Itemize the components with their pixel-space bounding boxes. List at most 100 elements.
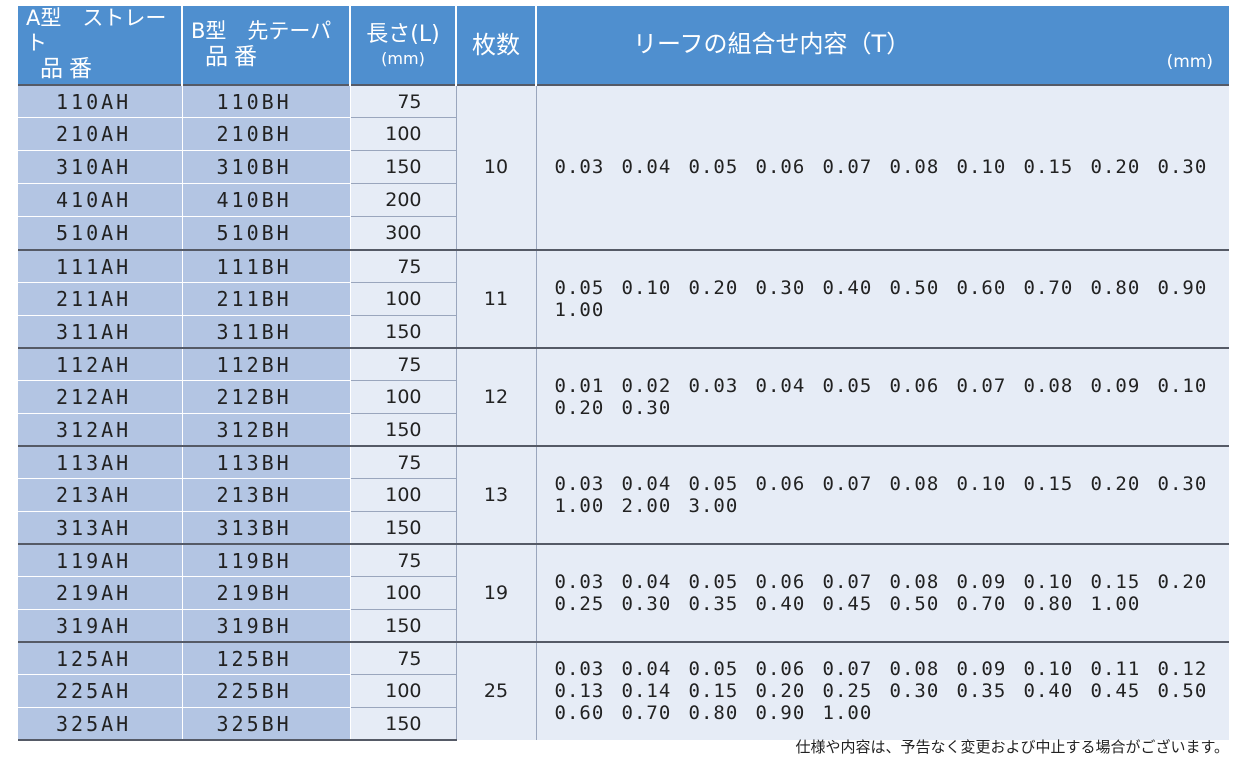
leaf-thickness: 0.20 (1090, 472, 1141, 495)
header-b-sub: 品番 (205, 43, 263, 70)
b-type-code: 219BH (182, 576, 351, 611)
leaf-thickness: 0.05 (688, 658, 739, 681)
leaf-thickness: 0.05 (688, 156, 739, 179)
leaf-thickness: 0.90 (755, 702, 806, 725)
a-type-code: 210AH (18, 117, 183, 152)
leaf-thickness: 0.05 (822, 374, 873, 397)
leaf-thickness: 0.10 (1023, 570, 1074, 593)
leaf-thickness: 0.07 (822, 472, 873, 495)
header-a-type: A型 ストレート 品番 (18, 6, 183, 85)
leaf-thickness: 0.45 (1090, 680, 1141, 703)
b-type-code: 213BH (182, 478, 351, 513)
leaf-thickness: 0.30 (1157, 156, 1208, 179)
leaf-thickness: 0.80 (1090, 276, 1141, 299)
header-b-type: B型 先テーパ 品番 (182, 6, 351, 85)
a-type-code: 111AH (18, 248, 183, 284)
b-type-code: 310BH (182, 150, 351, 185)
table-row: 319AH 319BH 150 (18, 609, 1229, 643)
leaf-thickness: 0.02 (621, 374, 672, 397)
leaf-thickness: 0.60 (956, 276, 1007, 299)
length-value: 100 (350, 674, 457, 709)
length-value: 100 (350, 576, 457, 611)
b-type-code: 113BH (182, 444, 351, 480)
length-value: 100 (350, 282, 457, 317)
leaf-thickness: 0.10 (956, 156, 1007, 179)
leaf-thickness: 0.03 (554, 156, 605, 179)
leaf-thickness: 0.50 (889, 276, 940, 299)
length-value: 150 (350, 150, 457, 185)
table-body: 110AH 110BH 75 10 0.03 0.04 0.05 0.06 0.07 0.08 0.… (18, 83, 1230, 741)
leaf-thickness: 0.40 (1023, 680, 1074, 703)
leaf-thickness: 0.04 (621, 570, 672, 593)
leaf-thickness: 0.30 (889, 680, 940, 703)
leaf-line: 0.25 0.30 0.35 0.40 0.45 0.50 0.70 0.80 1.00 (555, 593, 1230, 615)
b-type-code: 125BH (182, 640, 351, 676)
leaf-thickness: 0.10 (621, 276, 672, 299)
leaf-thickness: 0.09 (1090, 374, 1141, 397)
a-type-code: 410AH (18, 183, 183, 218)
leaf-thickness: 0.15 (1023, 472, 1074, 495)
length-value: 150 (350, 707, 457, 741)
a-type-code: 125AH (18, 640, 183, 676)
leaf-thickness: 0.30 (1157, 472, 1208, 495)
leaf-thickness: 0.30 (621, 592, 672, 615)
length-value: 150 (350, 413, 457, 447)
leaf-thickness: 0.06 (755, 570, 806, 593)
leaf-thickness: 0.80 (1023, 592, 1074, 615)
leaf-thickness: 0.12 (1157, 658, 1208, 681)
header-a-sub: 品番 (40, 56, 98, 83)
leaf-thickness: 2.00 (621, 494, 672, 517)
a-type-code: 113AH (18, 444, 183, 480)
table-row: 410AH 410BH 200 (18, 183, 1229, 218)
leaf-thickness: 0.20 (688, 276, 739, 299)
leaf-thickness: 0.06 (755, 156, 806, 179)
header-combo-unit: (mm) (1166, 52, 1213, 72)
leaf-line: 0.20 0.30 (555, 397, 1230, 419)
leaf-line: 0.03 0.04 0.05 0.06 0.07 0.08 0.10 0.15 0.20 0.30 (555, 473, 1230, 495)
length-value: 75 (350, 444, 457, 480)
a-type-code: 213AH (18, 478, 183, 513)
leaf-thickness: 0.30 (621, 396, 672, 419)
length-value: 150 (350, 609, 457, 643)
leaf-thickness: 0.45 (822, 592, 873, 615)
leaf-combination: 0.03 0.04 0.05 0.06 0.07 0.08 0.09 0.10 0.11 0.12… (536, 640, 1229, 740)
leaf-thickness: 0.07 (822, 570, 873, 593)
header-length: 長さ(L) (mm) (350, 6, 457, 85)
length-value: 75 (350, 346, 457, 382)
leaf-thickness: 0.08 (889, 658, 940, 681)
a-type-code: 510AH (18, 216, 183, 251)
header-b-type-label: B型 先テーパ (191, 18, 332, 43)
leaf-thickness: 3.00 (688, 494, 739, 517)
leaf-thickness: 0.09 (956, 570, 1007, 593)
leaf-thickness: 0.25 (554, 592, 605, 615)
a-type-code: 313AH (18, 511, 183, 545)
leaf-thickness: 0.14 (621, 680, 672, 703)
leaf-thickness: 0.80 (688, 702, 739, 725)
leaf-thickness: 0.04 (621, 156, 672, 179)
leaf-line: 1.00 2.00 3.00 (555, 495, 1230, 517)
table-row: 119AH 119BH 75 19 0.03 0.04 0.05 0.06 0.07 0.08 0.… (18, 542, 1229, 642)
leaf-thickness: 0.40 (755, 592, 806, 615)
a-type-code: 311AH (18, 315, 183, 349)
length-value: 200 (350, 183, 457, 218)
leaf-line: 0.03 0.04 0.05 0.06 0.07 0.08 0.09 0.10 0.15 0.20 (555, 571, 1230, 593)
leaf-line: 0.03 0.04 0.05 0.06 0.07 0.08 0.10 0.15 0.20 0.30 (555, 156, 1230, 178)
b-type-code: 313BH (182, 511, 351, 545)
table-row: 219AH 219BH 100 (18, 576, 1229, 611)
length-value: 100 (350, 117, 457, 152)
leaf-thickness: 0.03 (554, 658, 605, 681)
leaf-count: 10 (456, 83, 537, 250)
table-row: 225AH 225BH 100 (18, 674, 1229, 709)
leaf-thickness: 0.08 (889, 472, 940, 495)
header-row: A型 ストレート 品番 B型 先テーパ 品番 長さ(L) (mm) 枚数 リーフ… (18, 6, 1229, 85)
leaf-thickness: 0.35 (956, 680, 1007, 703)
leaf-thickness: 0.50 (1157, 680, 1208, 703)
leaf-thickness: 0.70 (956, 592, 1007, 615)
length-value: 75 (350, 640, 457, 676)
leaf-thickness: 0.15 (688, 680, 739, 703)
leaf-thickness: 1.00 (554, 494, 605, 517)
table-row: 112AH 112BH 75 12 0.01 0.02 0.03 0.04 0.05 0.06 0.… (18, 346, 1229, 446)
leaf-values: 0.03 0.04 0.05 0.06 0.07 0.08 0.09 0.10 0.15 0.20… (537, 571, 1230, 615)
leaf-thickness: 0.10 (956, 472, 1007, 495)
header-length-label: 長さ(L) (366, 22, 440, 48)
